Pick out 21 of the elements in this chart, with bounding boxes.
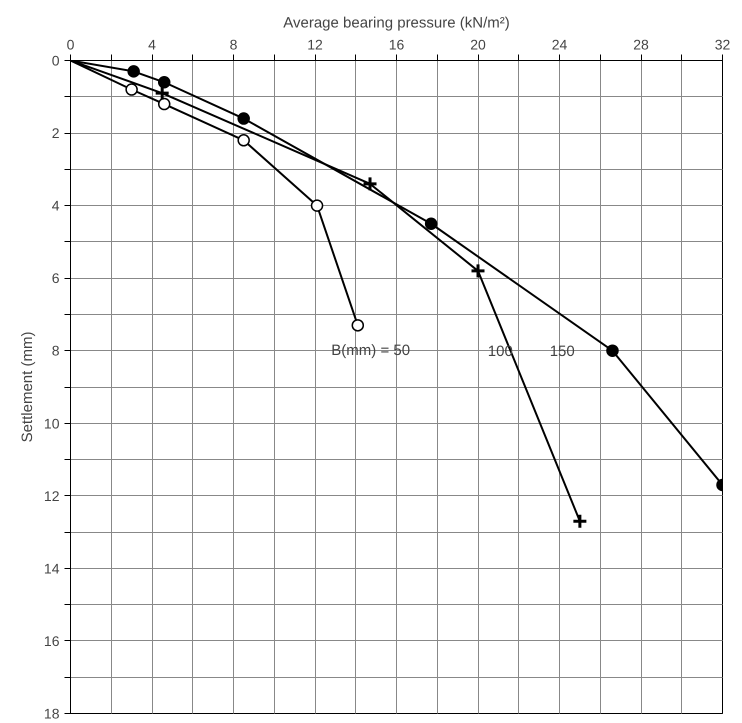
y-tick-label: 12: [44, 488, 60, 504]
y-tick-label: 2: [52, 125, 60, 142]
x-tick-label: 4: [148, 36, 156, 52]
y-tick-label: 18: [44, 706, 60, 722]
y-tick-label: 14: [44, 560, 60, 576]
x-tick-label: 32: [714, 36, 730, 52]
x-tick-label: 0: [66, 36, 75, 52]
y-tick-label: 10: [44, 415, 60, 432]
y-tick-label: 6: [52, 270, 60, 286]
y-axis-title: Settlement (mm): [18, 332, 36, 442]
x-axis-title: Average bearing pressure (kN/m²): [283, 14, 510, 32]
x-tick-label: 12: [307, 36, 323, 52]
x-tick-label: 16: [388, 36, 404, 52]
y-tick-label: 4: [52, 198, 60, 214]
x-tick-label: 20: [470, 36, 486, 52]
x-tick-label: 24: [552, 36, 568, 52]
x-tick-label: 8: [230, 36, 238, 52]
y-tick-label: 8: [52, 342, 60, 359]
y-tick-label: 16: [44, 632, 60, 649]
y-tick-label: 0: [52, 52, 60, 68]
x-tick-label: 28: [633, 36, 649, 52]
